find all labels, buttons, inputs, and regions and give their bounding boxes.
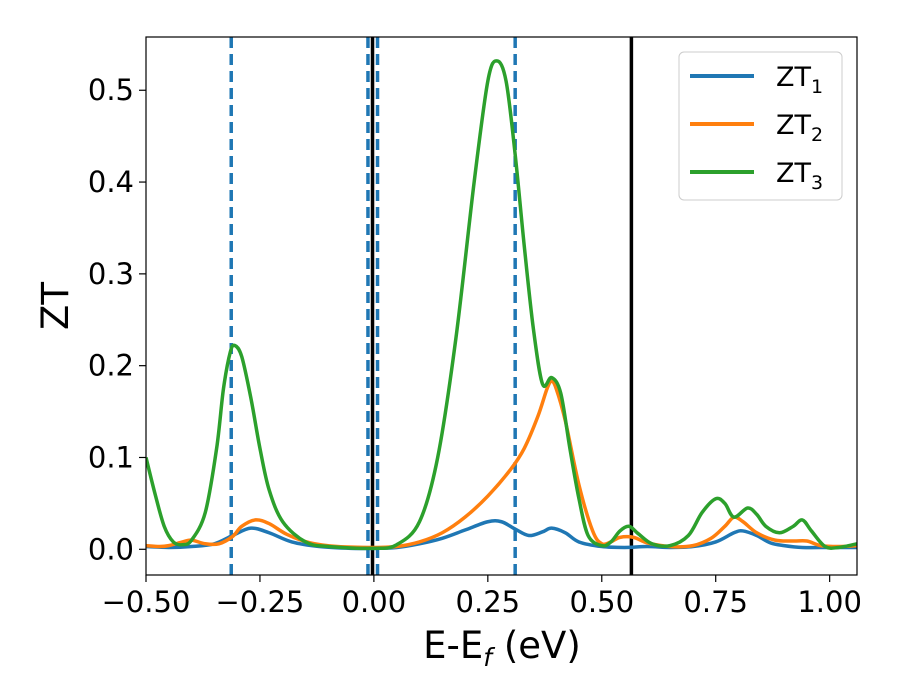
x-tick-label-6: 1.00 [797, 585, 862, 619]
y-tick-label-4: 0.4 [88, 165, 134, 199]
legend-label-zt3-main: ZT [776, 158, 811, 189]
y-axis: 0.0 0.1 0.2 0.3 0.4 0.5 [88, 73, 146, 566]
x-tick-label-0: −0.50 [102, 585, 191, 619]
y-axis-label: ZT [34, 282, 77, 330]
x-axis-label-main: E-E [423, 624, 483, 667]
y-tick-label-5: 0.5 [88, 73, 134, 107]
x-tick-label-1: −0.25 [216, 585, 305, 619]
x-axis-label-unit: (eV) [492, 624, 581, 667]
legend-label-zt1-sub: 1 [811, 76, 823, 98]
x-tick-label-3: 0.25 [456, 585, 521, 619]
y-tick-label-0: 0.0 [88, 532, 134, 566]
x-tick-label-5: 0.75 [683, 585, 748, 619]
legend-label-zt1-main: ZT [776, 62, 811, 93]
x-axis: −0.50 −0.25 0.00 0.25 0.50 0.75 1.00 [102, 575, 862, 619]
y-tick-label-3: 0.3 [88, 257, 134, 291]
x-tick-label-2: 0.00 [342, 585, 407, 619]
x-axis-label: E-Ef (eV) [423, 624, 581, 672]
x-tick-label-4: 0.50 [569, 585, 634, 619]
legend: ZT1 ZT2 ZT3 [679, 52, 842, 200]
y-tick-label-1: 0.1 [88, 440, 134, 474]
legend-label-zt2-main: ZT [776, 110, 811, 141]
y-tick-label-2: 0.2 [88, 349, 134, 383]
legend-label-zt3-sub: 3 [811, 172, 823, 194]
legend-label-zt2-sub: 2 [811, 124, 823, 146]
